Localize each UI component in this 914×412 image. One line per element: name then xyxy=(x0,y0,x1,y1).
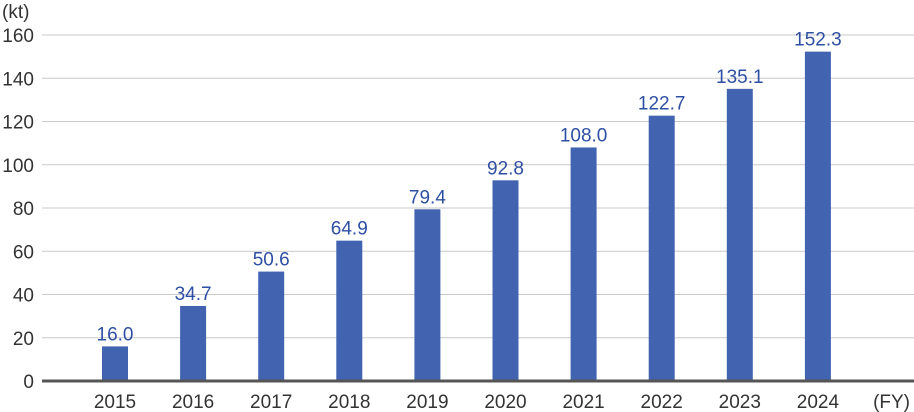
bar-2017 xyxy=(258,271,285,381)
x-axis-ticks: 2015 2016 2017 2018 2019 2020 2021 2022 2023 2024 xyxy=(94,392,840,412)
y-tick-label: 120 xyxy=(2,113,34,134)
x-tick-label-2015: 2015 xyxy=(94,392,136,412)
x-axis-unit: (FY) xyxy=(873,392,910,412)
data-label-2024: 152.3 xyxy=(794,30,842,51)
bar-2018 xyxy=(336,240,363,381)
data-label-2018: 64.9 xyxy=(331,219,368,240)
y-axis-unit: (kt) xyxy=(2,2,29,23)
data-label-2016: 34.7 xyxy=(175,284,212,305)
data-labels: 16.0 34.7 50.6 64.9 79.4 92.8 108.0 122.7 135.1 1… xyxy=(97,30,842,346)
gridlines xyxy=(42,34,914,339)
bar-2015 xyxy=(102,346,128,381)
bar-2020 xyxy=(492,180,519,381)
x-tick-label-2017: 2017 xyxy=(250,392,292,412)
y-tick-label: 60 xyxy=(13,242,34,263)
data-label-2021: 108.0 xyxy=(560,125,608,146)
x-tick-label-2019: 2019 xyxy=(406,392,448,412)
y-tick-label: 140 xyxy=(2,69,34,90)
data-label-2023: 135.1 xyxy=(716,67,764,88)
bar-2016 xyxy=(180,305,207,381)
y-tick-label: 160 xyxy=(2,26,34,47)
bar-2022 xyxy=(648,115,675,381)
x-tick-label-2016: 2016 xyxy=(172,392,214,412)
bar-2024 xyxy=(804,51,831,382)
data-label-2017: 50.6 xyxy=(253,250,290,271)
y-tick-label: 80 xyxy=(13,199,34,220)
data-label-2019: 79.4 xyxy=(409,187,446,208)
bar-2019 xyxy=(414,209,441,381)
x-tick-label-2021: 2021 xyxy=(562,392,604,412)
bars xyxy=(102,51,831,382)
y-axis-ticks: 0 20 40 60 80 100 120 140 160 xyxy=(2,26,34,393)
y-tick-label: 40 xyxy=(13,286,34,307)
y-tick-label: 20 xyxy=(13,329,34,350)
x-tick-label-2024: 2024 xyxy=(797,392,840,412)
x-tick-label-2020: 2020 xyxy=(484,392,526,412)
x-tick-label-2023: 2023 xyxy=(719,392,761,412)
data-label-2020: 92.8 xyxy=(487,158,524,179)
data-label-2015: 16.0 xyxy=(97,324,134,345)
bar-2023 xyxy=(726,88,753,381)
y-tick-label: 0 xyxy=(23,372,34,393)
data-label-2022: 122.7 xyxy=(638,94,686,115)
x-tick-label-2018: 2018 xyxy=(328,392,370,412)
bar-2021 xyxy=(570,147,597,381)
y-tick-label: 100 xyxy=(2,156,34,177)
x-tick-label-2022: 2022 xyxy=(641,392,683,412)
